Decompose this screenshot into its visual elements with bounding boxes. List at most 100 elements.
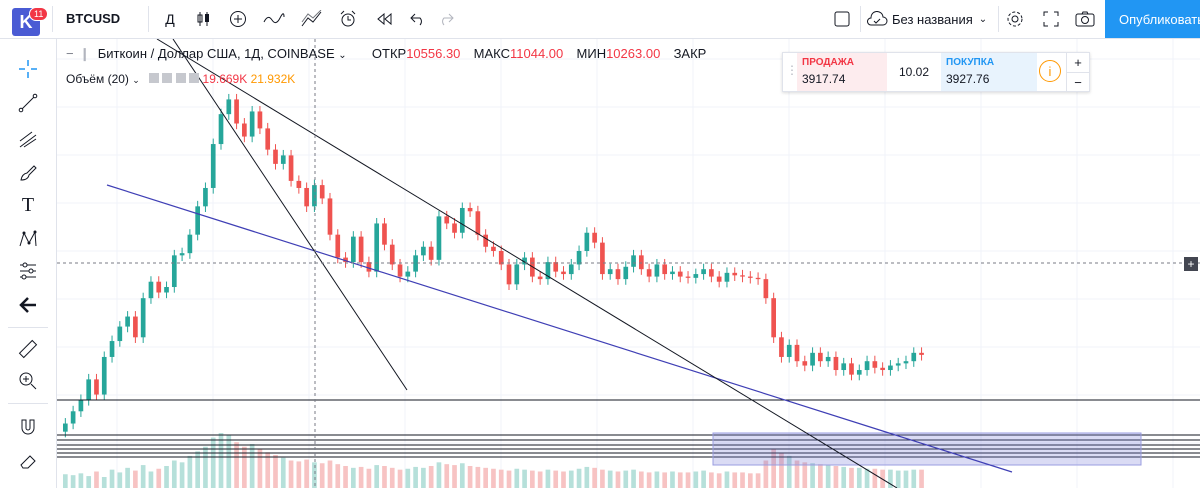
candle-body xyxy=(584,232,590,251)
volume-bar xyxy=(615,471,621,488)
candle-body xyxy=(856,370,862,375)
candle-body xyxy=(654,264,660,277)
volume-bar xyxy=(265,452,271,488)
drag-handle-icon[interactable]: ❙ xyxy=(79,46,91,61)
eye-icon[interactable] xyxy=(149,73,160,83)
volume-bar xyxy=(203,446,208,488)
volume-bar xyxy=(280,457,286,488)
fullscreen-select-button[interactable] xyxy=(830,6,854,32)
volume-bar xyxy=(701,470,706,488)
volume-bar xyxy=(452,465,457,488)
volume-legend: Объём (20) ⌄ 19.669K 21.932K xyxy=(66,72,295,86)
symbol-search-button[interactable]: BTCUSD xyxy=(66,11,121,26)
redo-button[interactable] xyxy=(432,6,460,32)
compare-button[interactable] xyxy=(258,6,290,32)
candle-body xyxy=(366,262,372,272)
volume-bar xyxy=(864,468,870,488)
volume-bar xyxy=(732,472,738,488)
volume-bar xyxy=(755,473,761,488)
candle-body xyxy=(919,352,924,355)
templates-button[interactable] xyxy=(296,6,328,32)
low-label: МИН xyxy=(576,46,607,61)
candle-body xyxy=(218,114,224,145)
candle-body xyxy=(156,281,162,293)
info-icon[interactable]: i xyxy=(1039,60,1061,82)
brush-tool[interactable] xyxy=(14,159,42,187)
interval-button[interactable]: Д xyxy=(165,11,175,27)
series-title[interactable]: Биткоин / Доллар США, 1Д, COINBASE xyxy=(97,46,335,61)
volume-label[interactable]: Объём (20) xyxy=(66,72,129,86)
candle-body xyxy=(249,111,255,137)
candle-body xyxy=(615,269,621,280)
zoom-tool[interactable] xyxy=(14,367,42,395)
publish-button[interactable]: Опубликовать xyxy=(1105,0,1200,38)
settings-button[interactable] xyxy=(1002,6,1028,32)
candle-body xyxy=(117,326,123,342)
increase-button[interactable]: + xyxy=(1074,55,1082,70)
layout-name: Без названия xyxy=(892,11,973,27)
notification-badge: 11 xyxy=(29,7,49,21)
open-value: 10556.30 xyxy=(406,46,461,61)
alert-button[interactable] xyxy=(334,6,362,32)
volume-bar xyxy=(459,463,465,488)
candles-style-button[interactable] xyxy=(190,6,218,32)
candle-body xyxy=(210,144,216,188)
undo-button[interactable] xyxy=(404,6,432,32)
text-tool[interactable]: T xyxy=(14,191,42,219)
candle-body xyxy=(498,250,504,265)
sell-button[interactable]: ПРОДАЖА 3917.74 xyxy=(797,53,887,91)
price-chart[interactable] xyxy=(57,39,1200,488)
candle-body xyxy=(623,266,629,280)
lock-drawings-tool[interactable] xyxy=(14,447,42,475)
candle-body xyxy=(771,298,776,338)
pattern-tool[interactable] xyxy=(14,225,42,253)
plus-icon[interactable] xyxy=(175,73,186,83)
candle-body xyxy=(911,352,917,362)
magnet-tool[interactable] xyxy=(14,413,42,441)
decrease-button[interactable]: − xyxy=(1067,72,1089,92)
chevron-down-icon[interactable]: ⌄ xyxy=(132,75,140,85)
collapse-legend-icon[interactable]: − xyxy=(66,46,74,61)
indicators-button[interactable] xyxy=(224,6,252,32)
gear-icon[interactable] xyxy=(162,73,173,83)
candle-body xyxy=(397,264,403,277)
square-icon xyxy=(834,11,850,27)
volume-bar xyxy=(343,466,348,488)
candle-body xyxy=(452,223,457,233)
add-alert-plus-icon[interactable]: + xyxy=(1184,257,1198,271)
arrow-left-icon xyxy=(19,297,36,313)
volume-bar xyxy=(623,470,629,488)
price-range-box xyxy=(712,432,1142,466)
candle-body xyxy=(203,187,208,207)
candle-body xyxy=(164,287,169,293)
replay-button[interactable] xyxy=(370,6,398,32)
layout-menu-button[interactable]: Без названия ⌄ xyxy=(866,6,996,32)
close-icon[interactable] xyxy=(189,73,200,83)
trendline-tool[interactable] xyxy=(14,89,42,117)
buy-button[interactable]: ПОКУПКА 3927.76 xyxy=(941,53,1037,91)
chevron-down-icon: ⌄ xyxy=(978,13,988,25)
fib-tool[interactable] xyxy=(14,125,42,153)
camera-icon xyxy=(1075,11,1095,27)
crosshair-icon xyxy=(19,60,37,78)
measure-tool[interactable] xyxy=(14,335,42,363)
high-value: 11044.00 xyxy=(510,46,564,61)
volume-bar xyxy=(358,466,364,488)
volume-bar xyxy=(802,462,808,488)
crosshair-tool[interactable] xyxy=(14,55,42,83)
volume-bar xyxy=(218,433,224,488)
back-tool[interactable] xyxy=(14,291,42,319)
prediction-tool[interactable] xyxy=(14,257,42,285)
volume-bar xyxy=(304,459,309,488)
fullscreen-button[interactable] xyxy=(1038,6,1064,32)
candle-body xyxy=(779,337,784,357)
candle-body xyxy=(755,277,761,280)
volume-bar xyxy=(709,472,714,488)
candle-body xyxy=(833,356,839,371)
chevron-down-icon[interactable]: ⌄ xyxy=(338,50,347,61)
magnet-icon xyxy=(21,419,35,435)
snapshot-button[interactable] xyxy=(1072,6,1098,32)
volume-bar xyxy=(677,472,683,488)
pitchfork-icon xyxy=(19,131,37,148)
volume-bar xyxy=(413,466,418,488)
